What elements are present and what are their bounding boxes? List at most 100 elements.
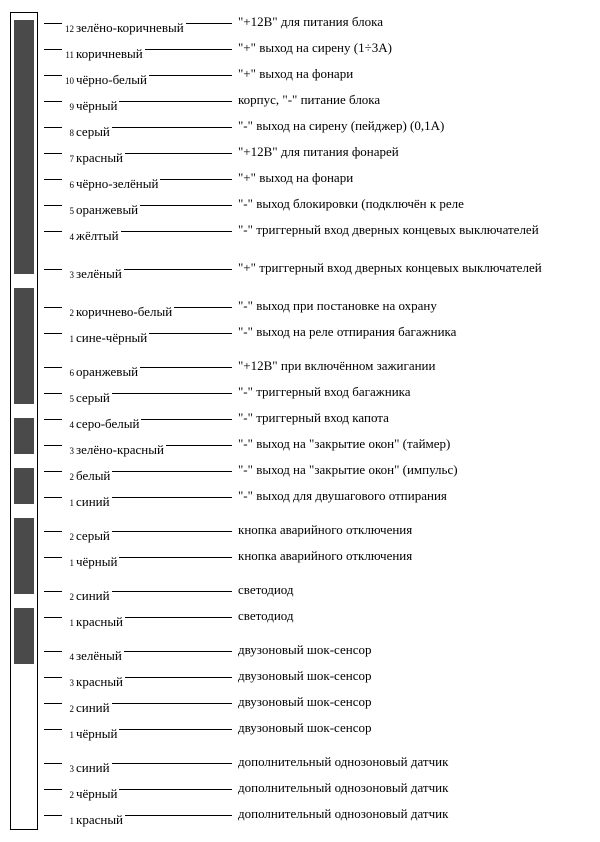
- pin-color-cell: 11коричневый: [62, 38, 236, 64]
- pin-description: "-" триггерный вход капота: [236, 408, 546, 427]
- lead-line: [44, 12, 62, 32]
- pin-description: "+" выход на фонари: [236, 168, 546, 187]
- pin-row: 3синийдополнительный однозоновый датчик: [44, 752, 590, 778]
- lead-line: [44, 692, 62, 712]
- rule-line: [112, 116, 232, 136]
- pin-color-cell: 6чёрно-зелёный: [62, 168, 236, 194]
- pin-color-cell: 4серо-белый: [62, 408, 236, 434]
- pin-description: двузоновый шок-сенсор: [236, 640, 546, 659]
- lead-line: [44, 168, 62, 188]
- pin-color-label: красный: [76, 672, 123, 692]
- pin-description: "-" выход блокировки (подключён к реле: [236, 194, 546, 213]
- pin-color-label: серый: [76, 122, 110, 142]
- pin-description: "-" выход на реле отпирания багажника: [236, 322, 546, 341]
- pin-row: 10чёрно-белый"+" выход на фонари: [44, 64, 590, 90]
- pin-description: кнопка аварийного отключения: [236, 520, 546, 539]
- pin-row: 6чёрно-зелёный"+" выход на фонари: [44, 168, 590, 194]
- pin-row: 2синийсветодиод: [44, 580, 590, 606]
- pin-color-cell: 3зелёный: [62, 258, 236, 284]
- pin-color-label: оранжевый: [76, 200, 138, 220]
- pin-color-label: зелёный: [76, 646, 122, 666]
- pin-color-label: красный: [76, 612, 123, 632]
- lead-line: [44, 804, 62, 824]
- rule-line: [112, 752, 232, 772]
- pin-color-cell: 4зелёный: [62, 640, 236, 666]
- connector-block: [14, 608, 34, 664]
- pin-color-label: коричневый: [76, 44, 143, 64]
- pin-color-cell: 7красный: [62, 142, 236, 168]
- pin-description: светодиод: [236, 580, 546, 599]
- pin-color-label: чёрный: [76, 96, 117, 116]
- lead-line: [44, 90, 62, 110]
- pin-color-label: оранжевый: [76, 362, 138, 382]
- pin-color-cell: 1чёрный: [62, 718, 236, 744]
- pin-color-cell: 5серый: [62, 382, 236, 408]
- pin-color-label: зелёно-коричневый: [76, 18, 184, 38]
- pin-description: двузоновый шок-сенсор: [236, 718, 546, 737]
- lead-line: [44, 322, 62, 342]
- rule-line: [124, 640, 232, 660]
- pin-color-cell: 3красный: [62, 666, 236, 692]
- pin-color-cell: 1сине-чёрный: [62, 322, 236, 348]
- lead-line: [44, 580, 62, 600]
- pin-description: "-" выход при постановке на охрану: [236, 296, 546, 315]
- rule-line: [125, 142, 232, 162]
- lead-line: [44, 38, 62, 58]
- lead-line: [44, 64, 62, 84]
- pin-row: 1чёрныйкнопка аварийного отключения: [44, 546, 590, 572]
- pin-rows-column: 12зелёно-коричневый"+12В" для питания бл…: [38, 12, 590, 830]
- pin-row: 1чёрныйдвузоновый шок-сенсор: [44, 718, 590, 744]
- pin-color-label: синий: [76, 758, 110, 778]
- connector-block: [14, 468, 34, 504]
- pin-color-label: чёрно-зелёный: [76, 174, 158, 194]
- pin-color-cell: 4жёлтый: [62, 220, 236, 246]
- rule-line: [125, 666, 232, 686]
- pin-row: 1красныйдополнительный однозоновый датчи…: [44, 804, 590, 830]
- pin-color-label: жёлтый: [76, 226, 119, 246]
- lead-line: [44, 408, 62, 428]
- pin-color-cell: 12зелёно-коричневый: [62, 12, 236, 38]
- lead-line: [44, 718, 62, 738]
- lead-line: [44, 640, 62, 660]
- pin-color-cell: 2белый: [62, 460, 236, 486]
- lead-line: [44, 460, 62, 480]
- rule-line: [121, 220, 232, 240]
- pin-row: 8серый"-" выход на сирену (пейджер) (0,1…: [44, 116, 590, 142]
- pin-color-label: зелёно-красный: [76, 440, 164, 460]
- pin-color-label: чёрный: [76, 724, 117, 744]
- pin-row: 11коричневый"+" выход на сирену (1÷3А): [44, 38, 590, 64]
- rule-line: [125, 804, 232, 824]
- lead-line: [44, 296, 62, 316]
- pin-row: 12зелёно-коричневый"+12В" для питания бл…: [44, 12, 590, 38]
- rule-line: [125, 606, 232, 626]
- pin-color-cell: 6оранжевый: [62, 356, 236, 382]
- pin-row: 2коричнево-белый"-" выход при постановке…: [44, 296, 590, 322]
- pin-color-label: красный: [76, 148, 123, 168]
- pin-description: двузоновый шок-сенсор: [236, 692, 546, 711]
- pin-row: 2белый"-" выход на "закрытие окон" (импу…: [44, 460, 590, 486]
- rule-line: [149, 64, 232, 84]
- connector-block: [14, 518, 34, 594]
- pin-row: 4зелёныйдвузоновый шок-сенсор: [44, 640, 590, 666]
- pin-color-cell: 2серый: [62, 520, 236, 546]
- pin-description: дополнительный однозоновый датчик: [236, 804, 546, 823]
- lead-line: [44, 116, 62, 136]
- pin-color-label: сине-чёрный: [76, 328, 147, 348]
- pin-description: кнопка аварийного отключения: [236, 546, 546, 565]
- pin-color-label: белый: [76, 466, 110, 486]
- pin-description: корпус, "-" питание блока: [236, 90, 546, 109]
- pin-color-cell: 8серый: [62, 116, 236, 142]
- pin-row: 1синий"-" выход для двушагового отпирани…: [44, 486, 590, 512]
- pin-description: "-" выход на "закрытие окон" (импульс): [236, 460, 546, 479]
- pin-color-label: зелёный: [76, 264, 122, 284]
- pin-color-label: красный: [76, 810, 123, 830]
- lead-line: [44, 258, 62, 278]
- pin-description: "-" выход на сирену (пейджер) (0,1А): [236, 116, 546, 135]
- connector-block: [14, 418, 34, 454]
- lead-line: [44, 486, 62, 506]
- lead-line: [44, 778, 62, 798]
- lead-line: [44, 194, 62, 214]
- pin-row: 3зелёно-красный"-" выход на "закрытие ок…: [44, 434, 590, 460]
- lead-line: [44, 142, 62, 162]
- rule-line: [119, 778, 232, 798]
